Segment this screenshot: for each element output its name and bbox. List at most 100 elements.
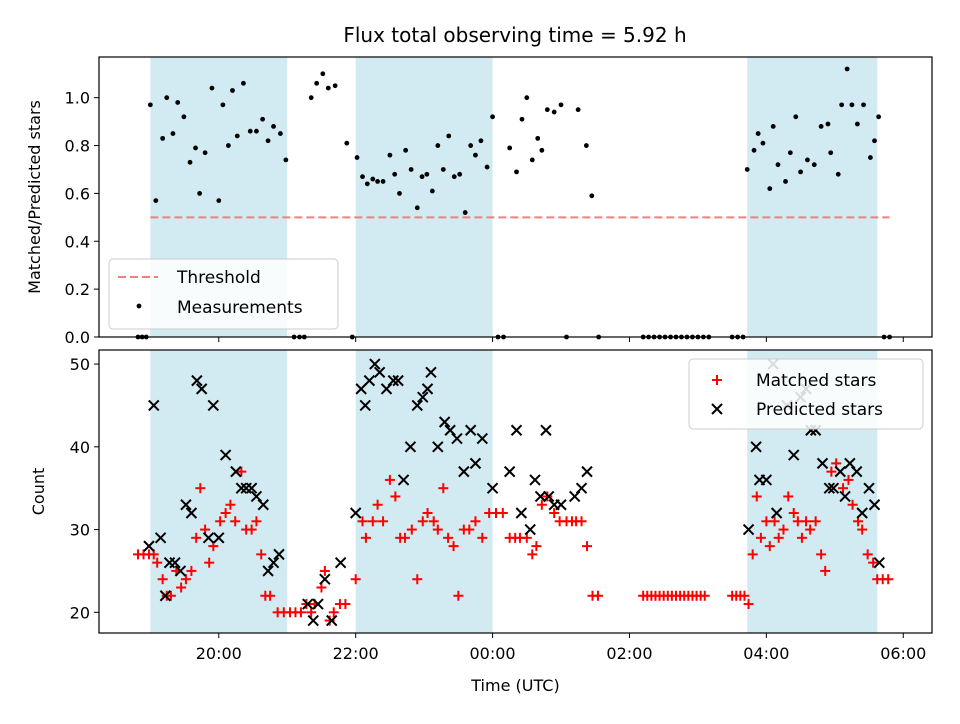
measurement-point [529, 157, 535, 163]
x-stroke-b [191, 374, 203, 387]
measurement-point [825, 121, 831, 127]
measurement-point [446, 133, 452, 139]
matched-stars-point [739, 590, 750, 601]
measurement-point [216, 198, 222, 203]
predicted-stars-point [230, 465, 242, 478]
measurement-point [380, 179, 386, 184]
x-stroke-b [169, 556, 181, 569]
matched-stars-point [443, 532, 454, 543]
x-stroke-b [788, 449, 800, 461]
x-stroke-b [349, 507, 362, 519]
matched-stars-point [360, 532, 371, 543]
predicted-stars-point [816, 457, 829, 470]
predicted-stars-point [476, 432, 489, 445]
axes-frame [98, 56, 933, 338]
predicted-stars-point [257, 499, 269, 511]
x-stroke-b [380, 383, 393, 395]
measurement-point [332, 83, 338, 89]
matched-stars-point [428, 516, 439, 527]
predicted-stars-point [432, 441, 444, 453]
measurement-point [164, 95, 170, 101]
matched-stars-point [432, 524, 443, 535]
top-panel-ratio-plot: 0.0 0.2 0.4 0.6 0.8 1.0 Matched/Predicted star… [25, 56, 933, 347]
matched-stars-point [470, 516, 481, 527]
measurement-point [589, 193, 595, 199]
x-stroke-b [245, 482, 258, 494]
x-stroke-b [373, 366, 386, 379]
matched-stars-point [527, 549, 538, 560]
matched-stars-point [536, 499, 547, 510]
predicted-stars-point [363, 374, 376, 387]
matched-stars-point [810, 516, 821, 527]
matched-stars-point [246, 524, 257, 535]
x-stroke-b [823, 482, 836, 494]
matched-stars-point [755, 532, 766, 543]
measurement-point [247, 128, 253, 134]
predicted-stars-point [235, 482, 248, 494]
x-stroke-b [421, 383, 434, 395]
x-stroke-b [827, 482, 840, 494]
measurement-point [770, 124, 776, 129]
predicted-stars-point [555, 499, 567, 511]
matched-stars-point [857, 524, 868, 535]
measurement-point [354, 155, 360, 160]
predicted-stars-point [568, 490, 581, 503]
matched-stars-point [453, 590, 464, 601]
predicted-stars-point [770, 507, 783, 519]
x-stroke-b [397, 474, 410, 486]
x-stroke-b [369, 358, 381, 370]
measurement-point [835, 171, 841, 177]
predicted-stars-point [169, 556, 181, 569]
predicted-stars-point [302, 598, 314, 610]
predicted-stars-point [464, 424, 477, 436]
measurement-point [811, 162, 817, 168]
legend-box [688, 358, 924, 430]
predicted-stars-point [326, 614, 338, 627]
measurement-point [147, 102, 153, 108]
y-tick-label: 0.0 [65, 328, 90, 347]
predicted-stars-point [392, 374, 404, 387]
predicted-stars-point [421, 383, 434, 395]
x-stroke-b [444, 424, 456, 436]
y-axis-label: Matched/Predicted stars [25, 100, 44, 294]
x-stroke-b [451, 432, 463, 445]
predicted-stars-point [373, 366, 386, 379]
measurement-point [153, 198, 159, 203]
x-stroke-b [742, 523, 755, 536]
measurement-point [364, 181, 370, 187]
measurement-point [775, 162, 781, 168]
measurement-point [202, 150, 208, 156]
predicted-stars-point [213, 532, 225, 544]
predicted-stars-point [863, 482, 875, 494]
measurement-point [370, 176, 376, 182]
x-tick-label: 06:00 [880, 644, 926, 663]
matched-stars-point [204, 557, 215, 568]
matched-stars-point [191, 532, 202, 543]
measurement-point [507, 145, 513, 151]
x-stroke-b [326, 614, 338, 627]
x-stroke-b [438, 416, 451, 428]
measurement-point [254, 128, 259, 134]
x-stroke-b [510, 424, 523, 436]
x-stroke-b [250, 490, 263, 503]
matched-stars-point [152, 557, 163, 568]
measurement-point [514, 169, 519, 175]
x-stroke-b [750, 441, 762, 453]
x-stroke-b [534, 490, 547, 503]
x-stroke-b [213, 532, 225, 544]
predicted-stars-point [851, 465, 863, 478]
predicted-stars-point [387, 374, 400, 387]
measurement-point [787, 150, 793, 156]
predicted-stars-point [207, 399, 220, 412]
x-stroke-b [868, 499, 881, 511]
measurement-point [478, 138, 484, 144]
x-tick-label: 00:00 [470, 644, 516, 663]
x-stroke-b [873, 556, 886, 569]
x-stroke-b [202, 532, 215, 544]
predicted-stars-point [788, 449, 800, 461]
legend-measurement-swatch [136, 303, 142, 309]
measurement-point [225, 143, 231, 148]
x-tick-label: 20:00 [196, 644, 242, 663]
predicted-stars-point [250, 490, 263, 503]
x-stroke-b [529, 474, 541, 486]
